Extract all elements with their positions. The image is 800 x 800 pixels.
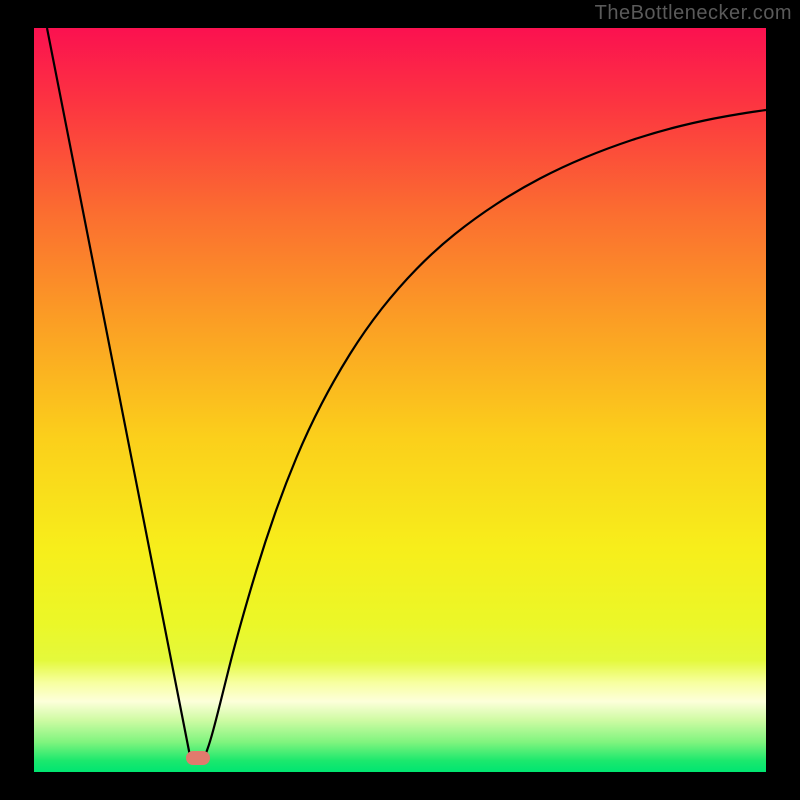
frame-left [0, 0, 34, 800]
bottleneck-curve [34, 28, 766, 772]
curve-path [47, 28, 766, 756]
plot-area [34, 28, 766, 772]
frame-bottom [0, 772, 800, 800]
frame-right [766, 0, 800, 800]
optimal-marker [186, 751, 210, 765]
chart-container: TheBottlenecker.com [0, 0, 800, 800]
watermark-text: TheBottlenecker.com [595, 2, 792, 25]
